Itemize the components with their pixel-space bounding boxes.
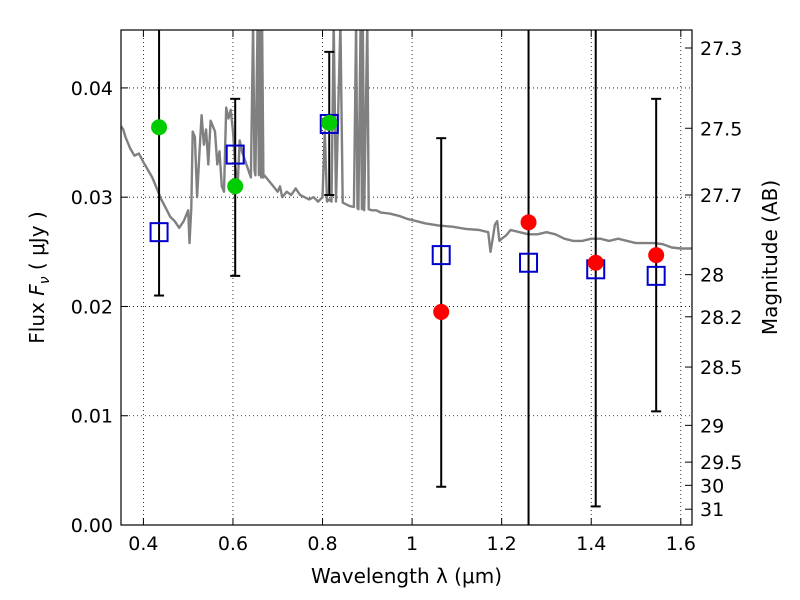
x-tick-label: 0.6 xyxy=(218,533,248,555)
y-tick-label: 0.04 xyxy=(71,78,113,100)
model-photometry-square xyxy=(519,252,539,273)
y-tick-label: 0.03 xyxy=(71,187,113,209)
plot-frame xyxy=(120,29,693,526)
y2-tick-label: 27.5 xyxy=(700,118,742,140)
y-axis-title: Flux Fν ( μJy ) xyxy=(25,211,53,343)
y-axis-title-suffix: ( μJy ) xyxy=(25,211,49,276)
y-axis-title-symbol: F xyxy=(25,284,49,296)
y2-tick-label: 28 xyxy=(700,265,724,287)
y2-axis-title: Magnitude (AB) xyxy=(758,180,782,335)
observed-flux-point-green xyxy=(227,178,244,195)
y-tick-label: 0.02 xyxy=(71,296,113,318)
y2-tick-label: 27.7 xyxy=(700,185,742,207)
model-sed-line xyxy=(121,30,692,253)
observed-flux-point-red xyxy=(648,247,665,264)
y2-tick-label: 30 xyxy=(700,475,724,497)
observed-flux-point-red xyxy=(520,214,537,231)
x-tick-label: 1.4 xyxy=(576,533,606,555)
data-points xyxy=(149,113,666,320)
y2-tick-label: 31 xyxy=(700,499,724,521)
x-tick-label: 0.8 xyxy=(307,533,337,555)
model-photometry-square xyxy=(149,222,169,243)
observed-flux-point-red xyxy=(433,303,450,320)
observed-flux-point-red xyxy=(587,254,604,271)
y2-tick-label: 29 xyxy=(700,415,724,437)
observed-flux-point-green xyxy=(151,119,168,136)
y-tick-label: 0.00 xyxy=(71,515,113,537)
model-photometry-square xyxy=(646,265,666,286)
y2-tick-label: 29.5 xyxy=(700,452,742,474)
y2-tick-label: 27.3 xyxy=(700,38,742,60)
model-photometry-square xyxy=(225,144,245,165)
y2-tick-label: 28.5 xyxy=(700,357,742,379)
x-tick-label: 1.6 xyxy=(666,533,696,555)
y-axis-title-prefix: Flux xyxy=(25,296,49,344)
x-axis-title: Wavelength λ (μm) xyxy=(311,564,502,588)
error-bars xyxy=(154,30,662,525)
y-axis-title-subscript: ν xyxy=(37,276,53,284)
x-tick-label: 1 xyxy=(406,533,418,555)
y-tick-label: 0.01 xyxy=(71,406,113,428)
x-tick-label: 0.4 xyxy=(128,533,158,555)
model-sed-layer xyxy=(121,30,692,253)
y2-tick-label: 28.2 xyxy=(700,307,742,329)
observed-flux-point-green xyxy=(321,114,338,131)
model-photometry-square xyxy=(431,245,451,266)
grid-lines xyxy=(121,30,692,526)
x-tick-label: 1.2 xyxy=(487,533,517,555)
axis-ticks: 0.4 0.6 0.8 1 1.2 1.4 1.6 0.00 0.01 0.02 0.03 0.04 2… xyxy=(71,30,742,555)
